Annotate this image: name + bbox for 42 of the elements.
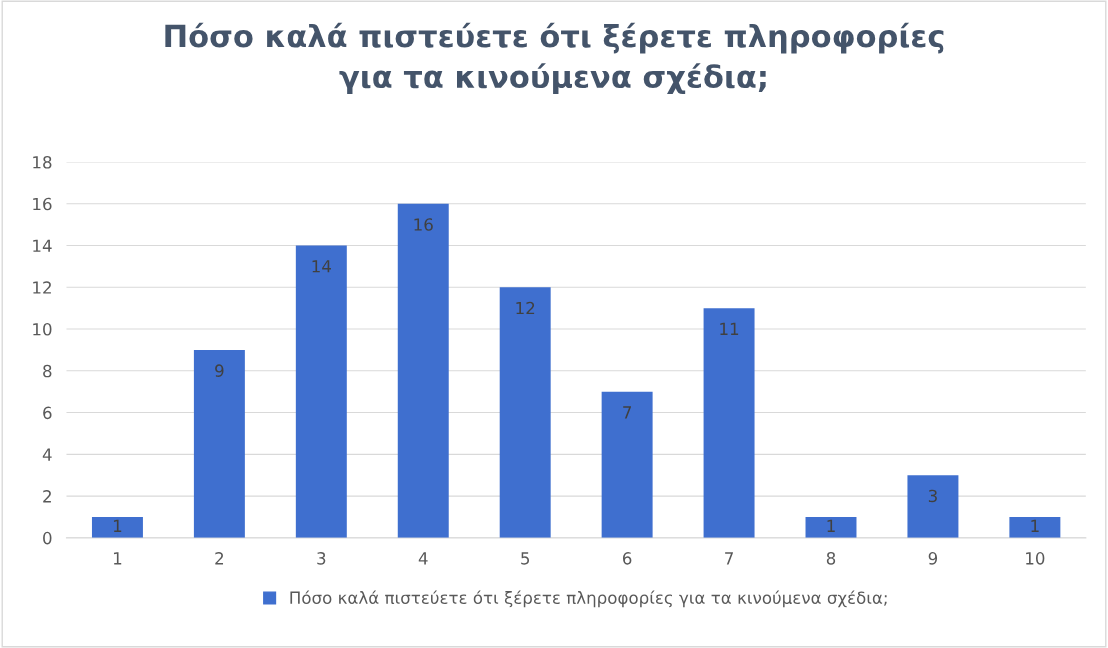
- y-tick-label: 12: [33, 281, 51, 294]
- data-label: 1: [1031, 519, 1039, 532]
- x-tick-label: 7: [725, 552, 733, 565]
- data-label: 12: [516, 301, 535, 315]
- y-tick-label: 6: [43, 406, 52, 420]
- y-tick-label: 18: [33, 155, 52, 169]
- x-tick-label: 2: [215, 552, 224, 565]
- bar: [601, 391, 653, 538]
- y-tick-label: 14: [33, 239, 52, 252]
- y-tick-label: 16: [33, 197, 52, 211]
- data-label: 1: [113, 519, 122, 532]
- data-label: 16: [414, 218, 433, 231]
- bar: [397, 203, 449, 538]
- y-tick-label: 2: [43, 490, 51, 503]
- data-label: 14: [312, 260, 331, 273]
- x-tick-label: 1: [113, 552, 122, 565]
- legend-label: Πόσο καλά πιστεύετε ότι ξέρετε πληροφορίες για τα κινούμενα σχέδια;: [290, 590, 887, 608]
- data-label: 11: [720, 322, 739, 335]
- bar: [703, 308, 755, 538]
- y-tick-label: 8: [43, 364, 52, 378]
- bar: [499, 287, 551, 538]
- bar: [295, 245, 347, 538]
- data-label: 3: [928, 489, 937, 503]
- x-tick-label: 3: [317, 552, 326, 565]
- bar: [907, 475, 959, 538]
- x-tick-label: 10: [1026, 552, 1045, 565]
- data-label: 9: [215, 364, 224, 377]
- y-tick-label: 4: [42, 448, 52, 461]
- x-tick-label: 6: [622, 552, 632, 565]
- x-tick-label: 4: [418, 552, 428, 565]
- data-label: 7: [623, 406, 632, 419]
- y-tick-label: 10: [33, 323, 52, 336]
- bar: [805, 516, 857, 538]
- data-label: 1: [827, 519, 835, 532]
- bar: [193, 349, 245, 538]
- x-tick-label: 5: [521, 552, 530, 565]
- x-tick-label: 9: [928, 552, 938, 565]
- x-tick-label: 8: [826, 552, 836, 565]
- chart-title: Πόσο καλά πιστεύετε ότι ξέρετε πληροφορίες για τα κινούμενα σχέδια;: [165, 22, 944, 95]
- bar: [91, 516, 143, 538]
- y-tick-label: 0: [43, 531, 52, 545]
- bar: [1009, 516, 1061, 538]
